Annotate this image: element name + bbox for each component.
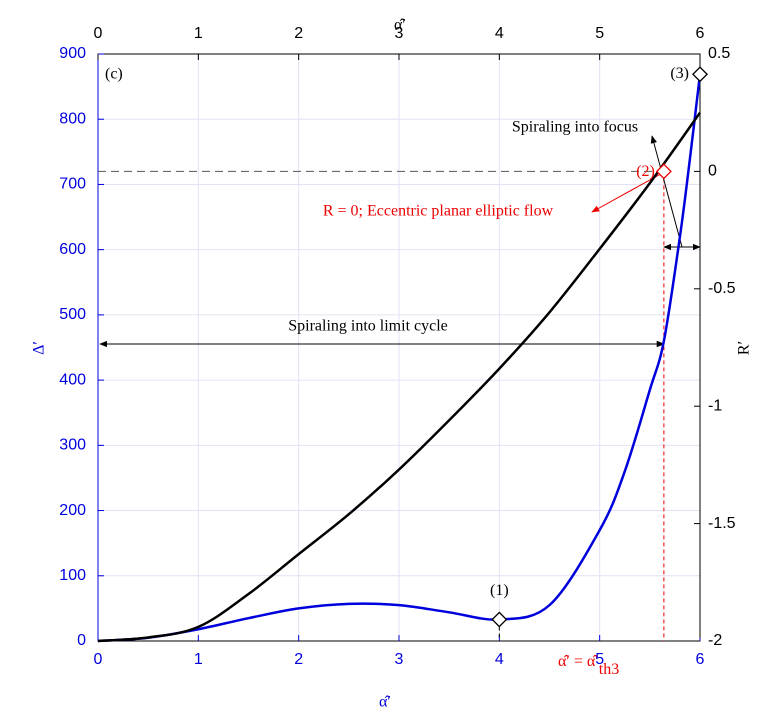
x-tick-label: 0 xyxy=(94,651,103,668)
diamond-marker xyxy=(692,66,708,83)
x-tick-label: 2 xyxy=(294,651,303,668)
marker-label: (1) xyxy=(490,582,509,599)
y-tick-label: 800 xyxy=(59,110,86,127)
diamond-marker xyxy=(655,163,672,180)
y-tick-label: 700 xyxy=(59,176,86,193)
x-tick-label: 5 xyxy=(595,651,604,668)
y-tick-label: 100 xyxy=(59,567,86,584)
x2-tick-label: 1 xyxy=(194,25,203,42)
y-tick-label: 900 xyxy=(59,45,86,62)
y2-tick-label: 0.5 xyxy=(708,45,730,62)
annotation: R = 0; Eccentric planar elliptic flow xyxy=(323,203,554,220)
x2-tick-label: 4 xyxy=(495,25,504,42)
x-tick-label: 1 xyxy=(194,651,203,668)
pointer-arrow xyxy=(591,173,661,213)
annotation: Spiraling into limit cycle xyxy=(288,318,448,335)
threshold-label-sub: th3 xyxy=(599,661,619,678)
marker-label: (3) xyxy=(670,65,689,82)
threshold-label-main: α̂′ = α̂′ xyxy=(558,653,599,670)
y-axis-label: Δ′ xyxy=(31,341,48,355)
x2-tick-label: 2 xyxy=(294,25,303,42)
x-tick-label: 6 xyxy=(696,651,705,668)
y-tick-label: 500 xyxy=(59,306,86,323)
y2-tick-label: -1 xyxy=(708,397,722,414)
x2-tick-label: 6 xyxy=(696,25,705,42)
threshold-label: α̂′ = α̂′th3 xyxy=(558,653,619,678)
marker-label: (2) xyxy=(636,163,655,180)
x-axis-label: α̂′ xyxy=(379,694,391,711)
y2-tick-label: -0.5 xyxy=(708,280,736,297)
line-series xyxy=(97,74,702,643)
x-tick-label: 3 xyxy=(395,651,404,668)
diamond-marker xyxy=(491,611,508,628)
y-tick-label: 600 xyxy=(59,241,86,258)
x2-tick-label: 3 xyxy=(395,25,404,42)
x2-axis-label: α̂′ xyxy=(394,17,406,34)
y-tick-label: 0 xyxy=(77,632,86,649)
y-tick-label: 200 xyxy=(59,502,86,519)
y-tick-label: 400 xyxy=(59,371,86,388)
y2-axis-label: R′ xyxy=(736,341,753,355)
annotation: Spiraling into focus xyxy=(512,119,638,136)
pointer-arrow xyxy=(650,135,683,248)
x2-tick-label: 5 xyxy=(595,25,604,42)
y2-tick-label: -1.5 xyxy=(708,515,736,532)
x-tick-label: 4 xyxy=(495,651,504,668)
line-series xyxy=(97,111,702,643)
x2-tick-label: 0 xyxy=(94,25,103,42)
panel-label: (c) xyxy=(105,66,123,83)
y2-tick-label: -2 xyxy=(708,632,722,649)
y-tick-label: 300 xyxy=(59,437,86,454)
y2-tick-label: 0 xyxy=(708,163,717,180)
